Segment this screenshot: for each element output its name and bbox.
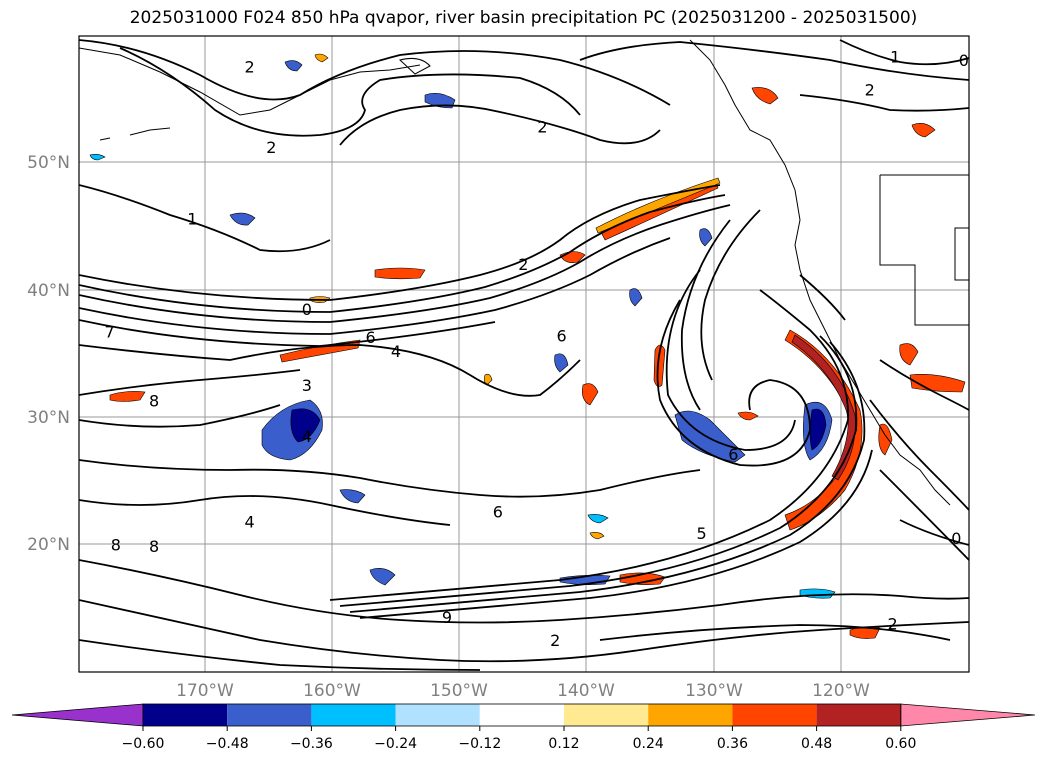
colorbar: −0.60 −0.48 −0.36 −0.24 −0.12 0.12 0.24 0.36 0.4… — [11, 703, 1036, 752]
colorbar-tick-label: 0.12 — [548, 736, 579, 752]
colorbar-segment — [311, 704, 396, 726]
contour-label: 8 — [149, 537, 159, 556]
contour-label: 2 — [888, 615, 898, 634]
colorbar-segment — [732, 704, 817, 726]
contour-label: 0 — [951, 529, 961, 548]
contour-label: 8 — [111, 536, 121, 555]
contour-label: 8 — [149, 392, 159, 411]
contour-label: 2 — [518, 255, 528, 274]
contour-label: 6 — [493, 502, 503, 521]
contour-label: 4 — [302, 427, 312, 446]
lon-tick-label: 160°W — [303, 681, 361, 701]
lon-tick-label: 140°W — [557, 681, 615, 701]
contour-label: 4 — [391, 342, 401, 361]
contour-label: 7 — [105, 323, 115, 342]
colorbar-tick-label: −0.12 — [458, 736, 501, 752]
lon-tick-label: 150°W — [430, 681, 488, 701]
contour-labels: 222102120764638466548892210810111099 — [105, 47, 987, 650]
map-title: 2025031000 F024 850 hPa qvapor, river ba… — [129, 8, 918, 28]
lon-tick-label: 130°W — [685, 681, 743, 701]
contour-label: 2 — [245, 58, 255, 77]
contour-label: 0 — [959, 51, 969, 70]
colorbar-outline — [142, 703, 902, 727]
colorbar-extend-max — [900, 703, 1036, 727]
colorbar-tick-label: 0.24 — [633, 736, 664, 752]
lon-axis: 170°W 160°W 150°W 140°W 130°W 120°W — [176, 681, 870, 701]
contour-label: 9 — [442, 608, 452, 627]
contour-label: 4 — [245, 513, 255, 532]
colorbar-tick-label: −0.60 — [122, 736, 165, 752]
lat-tick-label: 30°N — [27, 408, 70, 428]
colorbar-segment — [395, 704, 480, 726]
contour-label: 6 — [557, 327, 567, 346]
qvapor-contours — [79, 39, 969, 671]
contour-label: 6 — [728, 445, 738, 464]
colorbar-segment — [816, 704, 901, 726]
colorbar-segment — [564, 704, 649, 726]
coastlines — [79, 39, 969, 506]
contour-label: 1 — [977, 574, 987, 593]
colorbar-tick-label: −0.24 — [374, 736, 417, 752]
colorbar-segment — [648, 704, 733, 726]
colorbar-tick-label: −0.48 — [206, 736, 249, 752]
colorbar-tick-label: 0.60 — [885, 736, 916, 752]
colorbar-extend-min — [11, 703, 144, 727]
colorbar-tick-label: −0.36 — [290, 736, 333, 752]
contour-label: 1 — [890, 47, 900, 66]
lat-axis: 50°N 40°N 30°N 20°N — [27, 153, 70, 555]
contour-label: 3 — [302, 376, 312, 395]
lat-tick-label: 40°N — [27, 281, 70, 301]
colorbar-segment — [143, 704, 228, 726]
contour-label: 5 — [697, 524, 707, 543]
lat-tick-label: 50°N — [27, 153, 70, 173]
contour-label: 6 — [366, 328, 376, 347]
precip-pc-fill-negative — [89, 60, 836, 599]
colorbar-tick-label: 0.36 — [717, 736, 748, 752]
contour-label: 2 — [537, 118, 547, 137]
map-border — [78, 35, 970, 673]
colorbar-tick-label: 0.48 — [801, 736, 832, 752]
colorbar-segment — [227, 704, 312, 726]
colorbar-segment — [479, 704, 564, 726]
contour-label: 2 — [266, 138, 276, 157]
contour-label: 2 — [865, 81, 875, 100]
lon-tick-label: 170°W — [176, 681, 234, 701]
lat-tick-label: 20°N — [27, 535, 70, 555]
contour-label: 1 — [187, 209, 197, 228]
contour-label: 2 — [550, 631, 560, 650]
contour-label: 0 — [302, 300, 312, 319]
lon-tick-label: 120°W — [812, 681, 870, 701]
